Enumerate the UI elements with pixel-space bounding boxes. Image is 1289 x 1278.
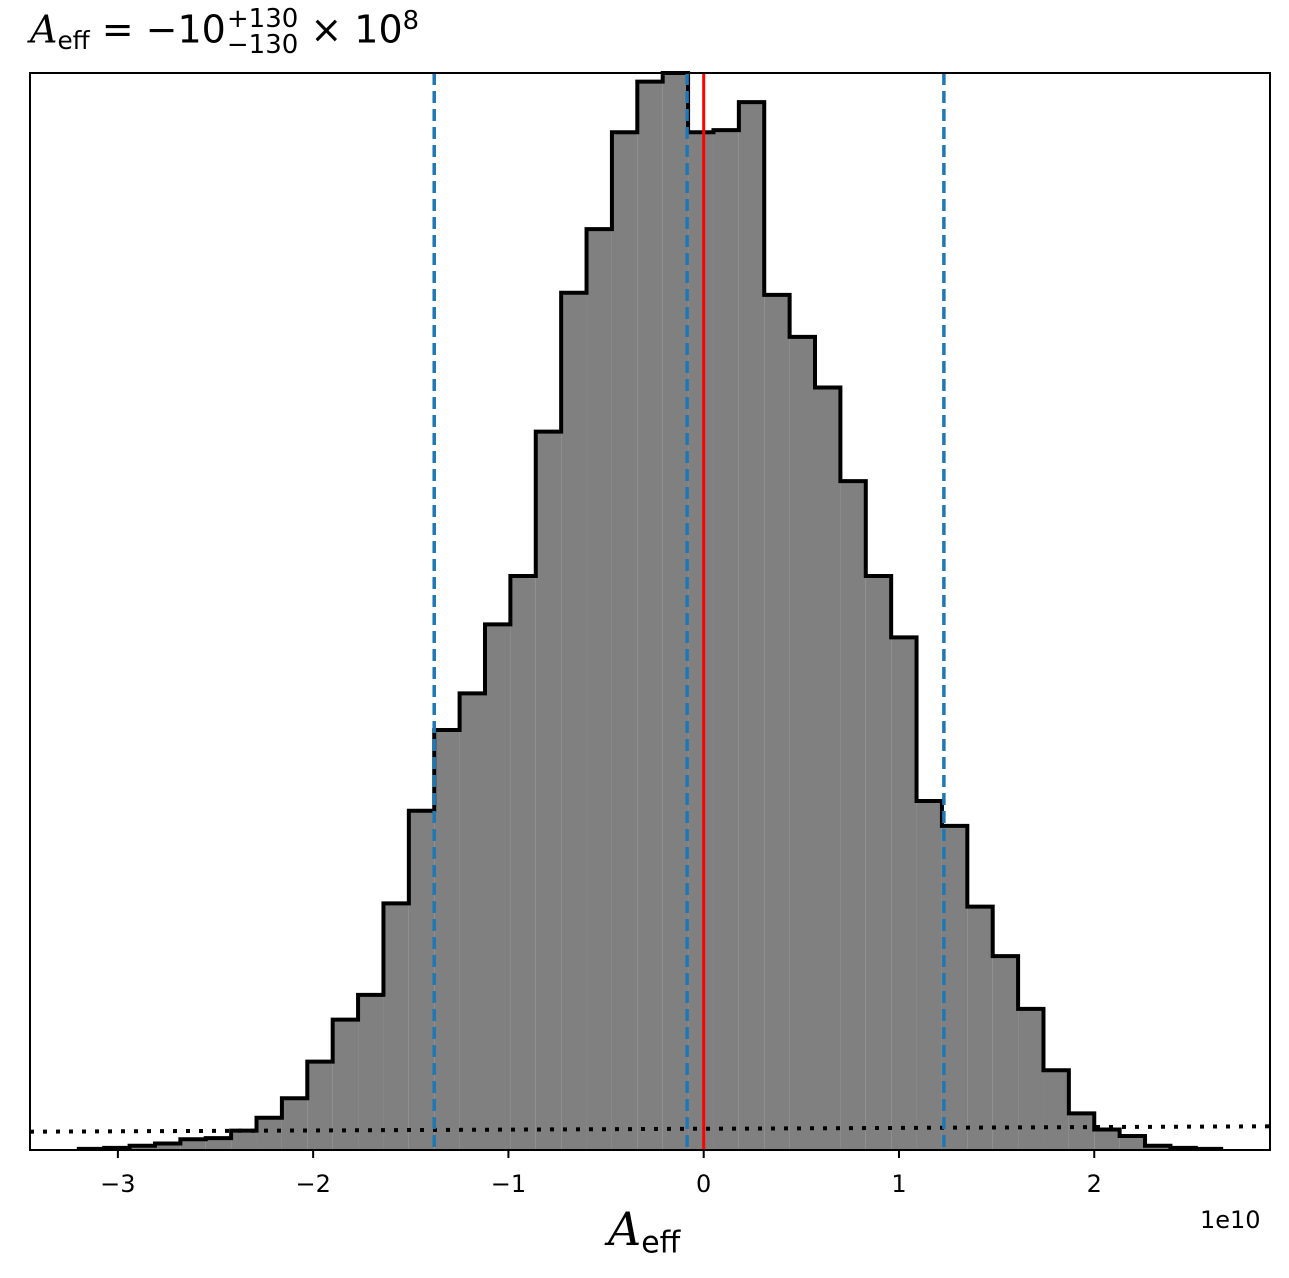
histogram-bar: [1043, 1070, 1069, 1150]
title-exponent: 8: [402, 6, 420, 36]
x-tick-label: −2: [295, 1170, 330, 1198]
histogram-bar: [840, 481, 866, 1151]
histogram-bar: [891, 637, 917, 1150]
histogram-bar: [992, 956, 1019, 1150]
histogram-bar: [154, 1143, 181, 1150]
histogram-bar: [510, 575, 536, 1150]
histogram-bar: [916, 801, 942, 1150]
histogram-outline: [76, 71, 1224, 1151]
x-tick-label: 1: [891, 1170, 906, 1198]
title-times: × 10: [310, 7, 403, 52]
histogram-bar: [586, 229, 612, 1151]
histogram-bar: [815, 387, 841, 1150]
histogram-bar: [129, 1145, 155, 1150]
histogram-bar: [1068, 1113, 1095, 1150]
histogram-bar: [713, 130, 739, 1150]
xlabel-symbol: A: [608, 1202, 642, 1256]
histogram-bar: [1018, 1008, 1044, 1150]
histogram-bar: [459, 693, 485, 1150]
histogram-bar: [688, 132, 714, 1151]
histogram-bar: [358, 994, 384, 1150]
histogram-bar: [205, 1138, 232, 1150]
x-tick-label: −1: [491, 1170, 526, 1198]
title-value: = −10: [101, 7, 226, 52]
histogram-bar: [231, 1130, 257, 1150]
reference-lines: [29, 73, 1271, 1150]
histogram-bar: [789, 336, 816, 1150]
histogram-bar: [1119, 1135, 1146, 1150]
histogram-bar: [764, 294, 790, 1150]
x-axis-ticks: −3 −2 −1 0 1 2: [100, 1150, 1102, 1198]
title-upper-error: +130: [226, 4, 299, 35]
histogram-bar: [408, 810, 435, 1150]
histogram-bar: [561, 292, 587, 1150]
x-axis-label: Aeff: [608, 1202, 680, 1260]
histogram-bar: [662, 73, 689, 1150]
title-uncertainty: +130 −130: [227, 6, 298, 58]
histogram-bar: [865, 575, 892, 1150]
histogram-bar: [383, 903, 409, 1150]
title-subscript: eff: [57, 25, 90, 55]
x-tick-label: 2: [1087, 1170, 1102, 1198]
histogram-bar: [535, 431, 562, 1150]
histogram-bar: [332, 1019, 359, 1150]
title-lower-error: −130: [226, 30, 299, 61]
histogram-bar: [941, 825, 968, 1150]
chart-title: Aeff = −10 +130 −130 × 108: [30, 6, 419, 58]
histogram-bar: [434, 729, 460, 1150]
histogram-bar: [256, 1117, 282, 1150]
x-axis-offset-label: 1e10: [1200, 1206, 1261, 1234]
title-symbol: A: [30, 7, 58, 52]
plot-frame: [29, 72, 1271, 1151]
histogram-bar: [738, 102, 765, 1151]
histogram-bar: [281, 1098, 308, 1150]
x-tick-label: 0: [696, 1170, 711, 1198]
histogram-bar: [484, 624, 511, 1150]
histogram-bar: [1094, 1129, 1120, 1150]
histogram-bar: [611, 132, 638, 1151]
x-tick-label: −3: [100, 1170, 135, 1198]
histogram-bar: [637, 81, 663, 1151]
histogram-bar: [307, 1061, 333, 1150]
histogram-bars: [76, 71, 1224, 1151]
histogram-bar: [180, 1139, 206, 1150]
xlabel-subscript: eff: [641, 1225, 681, 1261]
histogram-bar: [1145, 1145, 1171, 1150]
histogram-bar: [967, 906, 993, 1150]
